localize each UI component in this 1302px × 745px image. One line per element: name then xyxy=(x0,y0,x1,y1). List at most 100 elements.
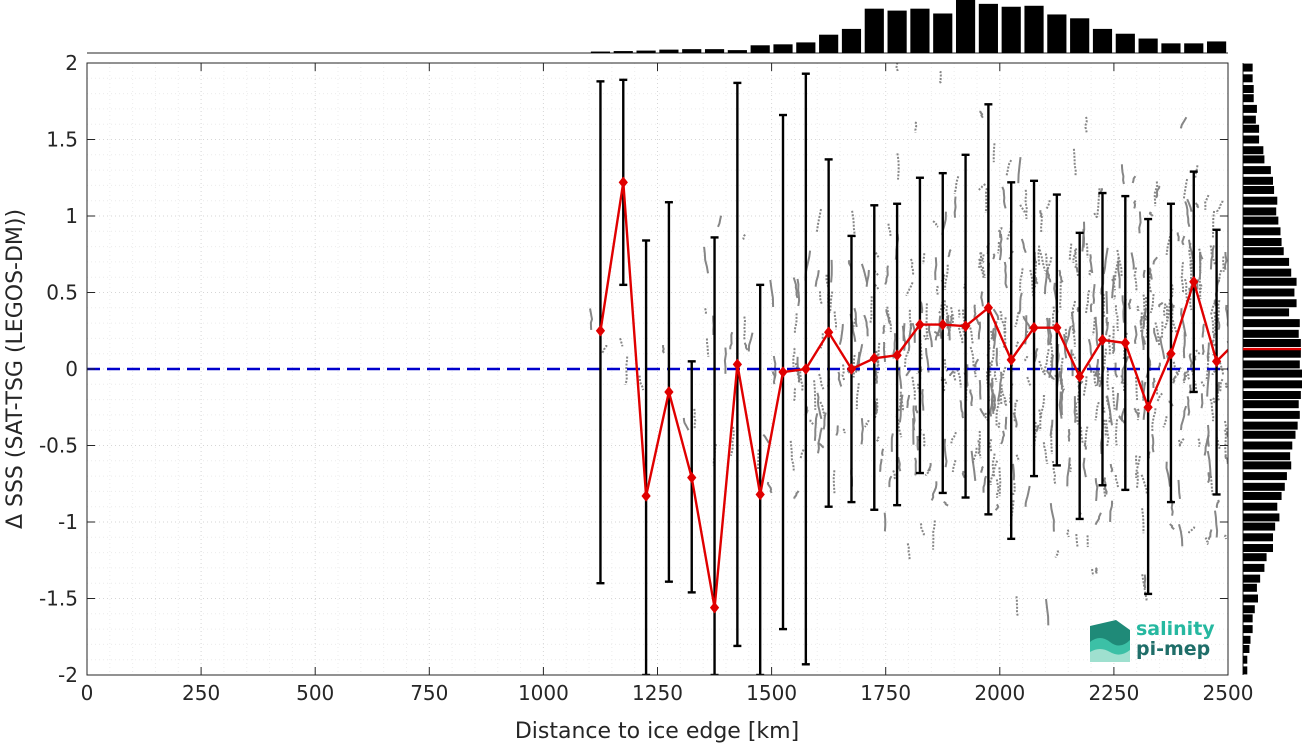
scatter-streak xyxy=(1111,325,1115,351)
right-histogram-bar xyxy=(1243,247,1284,256)
scatter-streak xyxy=(789,440,795,471)
scatter-streak xyxy=(1111,275,1115,299)
scatter-streak xyxy=(882,341,886,362)
mean-marker xyxy=(1189,275,1199,288)
right-histogram-bar xyxy=(1243,308,1290,317)
scatter-streak xyxy=(864,420,870,428)
scatter-streak xyxy=(1209,298,1217,316)
scatter-streak xyxy=(817,427,823,454)
right-histogram-bar xyxy=(1243,185,1275,194)
wave-logo-icon xyxy=(1090,620,1130,662)
scatter-streak xyxy=(1049,419,1054,437)
scatter-streak xyxy=(914,457,917,476)
scatter-streak xyxy=(863,314,869,337)
scatter-streak xyxy=(938,70,942,84)
scatter-streak xyxy=(1188,242,1193,271)
scatter-streak xyxy=(943,501,949,507)
binned-mean-line xyxy=(595,176,1243,614)
scatter-streak xyxy=(981,266,987,278)
mean-marker xyxy=(1166,347,1176,360)
scatter-streak xyxy=(888,475,893,488)
scatter-streak xyxy=(892,470,897,480)
scatter-streak xyxy=(877,342,881,369)
scatter-streak xyxy=(1001,390,1008,408)
scatter-streak xyxy=(818,291,824,306)
top-histogram-bar xyxy=(1161,43,1181,53)
scatter-streak xyxy=(1148,211,1154,217)
right-histogram-bar xyxy=(1243,338,1301,347)
mean-marker xyxy=(1075,370,1085,383)
mean-marker xyxy=(664,386,674,398)
scatter-streak xyxy=(989,460,999,486)
scatter-streak xyxy=(1084,116,1088,133)
scatter-streak xyxy=(902,323,906,342)
right-histogram-bar xyxy=(1243,491,1282,500)
scatter-streak xyxy=(1086,535,1090,548)
right-histogram-bar xyxy=(1243,410,1300,419)
scatter-streak xyxy=(1198,277,1202,300)
scatter-streak xyxy=(792,388,797,402)
scatter-streak xyxy=(819,401,826,416)
top-histogram-bar xyxy=(727,50,747,53)
right-histogram-bar xyxy=(1243,644,1250,653)
scatter-streak xyxy=(1084,426,1089,443)
mean-marker xyxy=(938,318,948,331)
right-histogram-bar xyxy=(1243,104,1257,113)
right-histogram-bar xyxy=(1243,625,1253,634)
scatter-streak xyxy=(1205,352,1210,382)
scatter-streak xyxy=(1127,298,1132,310)
scatter-streak xyxy=(1039,209,1043,218)
right-histogram-bar xyxy=(1243,146,1264,155)
scatter-streak xyxy=(1212,311,1217,342)
top-histogram-bar xyxy=(1024,5,1044,53)
scatter-streak xyxy=(979,252,985,264)
scatter-streak xyxy=(1148,267,1153,280)
scatter-streak xyxy=(1176,232,1180,242)
x-axis-label: Distance to ice edge [km] xyxy=(515,719,799,744)
scatter-streak xyxy=(981,254,985,262)
scatter-streak xyxy=(1105,316,1109,327)
scatter-streak xyxy=(1155,388,1159,396)
scatter-streak xyxy=(855,383,860,410)
scatter-streak xyxy=(1161,321,1164,339)
scatter-streak xyxy=(911,376,916,401)
top-histogram-bar xyxy=(1001,6,1021,54)
scatter-streak xyxy=(1014,399,1019,406)
mean-marker xyxy=(1235,333,1243,343)
scatter-streak xyxy=(1092,283,1096,304)
scatter-streak xyxy=(1224,382,1228,389)
scatter-streak xyxy=(818,442,825,449)
scatter-streak xyxy=(1074,265,1079,272)
scatter-streak xyxy=(705,338,710,357)
scatter-streak xyxy=(1153,327,1158,343)
scatter-streak xyxy=(885,309,891,325)
y-tick-label: -0.5 xyxy=(39,434,78,458)
scatter-streak xyxy=(951,460,957,473)
scatter-streak xyxy=(895,63,899,73)
scatter-streak xyxy=(1179,116,1188,129)
scatter-streak xyxy=(1089,254,1094,274)
scatter-streak xyxy=(860,418,864,445)
scatter-streak xyxy=(723,347,727,374)
right-histogram-bar xyxy=(1243,360,1300,369)
top-histogram-bar xyxy=(933,13,953,53)
top-histogram-bar xyxy=(659,49,679,53)
top-histogram-bar xyxy=(636,50,656,53)
scatter-streak xyxy=(1224,429,1227,459)
scatter-streak xyxy=(1206,342,1210,362)
scatter-streak xyxy=(1043,349,1050,375)
scatter-streak xyxy=(1035,424,1040,433)
scatter-streak xyxy=(905,282,914,297)
mean-marker xyxy=(641,490,651,502)
right-histogram-bar xyxy=(1243,452,1291,461)
scatter-streak xyxy=(992,308,1000,321)
scatter-streak xyxy=(978,380,982,400)
scatter-streak xyxy=(693,408,697,429)
scatter-streak xyxy=(1224,455,1228,464)
right-histogram-bar xyxy=(1243,277,1297,286)
scatter-streak xyxy=(930,481,938,501)
scatter-streak xyxy=(1091,568,1095,577)
mean-marker xyxy=(915,318,925,331)
scatter-streak xyxy=(898,366,903,389)
scatter-streak xyxy=(998,233,1003,261)
